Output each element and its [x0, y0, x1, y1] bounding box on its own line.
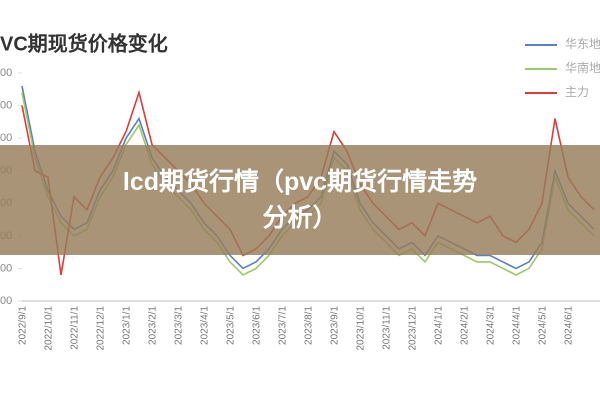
legend-label: 主力 [565, 85, 589, 99]
x-tick-label: 2023/3/1 [174, 306, 185, 345]
x-tick-label: 2022/9/1 [18, 306, 29, 345]
x-tick-label: 2024/1/1 [434, 306, 445, 345]
banner: lcd期货行情（pvc期货行情走势 分析） [0, 145, 600, 255]
x-tick-label: 2023/8/1 [304, 306, 315, 345]
y-tick-label: 00 [0, 132, 12, 144]
x-tick-label: 2023/6/1 [252, 306, 263, 345]
x-tick-label: 2023/12/1 [408, 306, 419, 351]
x-tick-label: 2023/9/1 [330, 306, 341, 345]
x-tick-label: 2023/7/1 [278, 306, 289, 345]
x-tick-label: 2023/5/1 [226, 306, 237, 345]
x-tick-label: 2024/5/1 [538, 306, 549, 345]
x-tick-label: 2023/11/1 [382, 306, 393, 350]
chart-title: VC期现货价格变化 [0, 31, 168, 55]
x-tick-label: 2024/3/1 [486, 306, 497, 345]
y-tick-label: 00 [0, 295, 12, 307]
x-tick-label: 2022/10/1 [44, 306, 55, 351]
x-tick-label: 2022/11/1 [70, 306, 81, 350]
x-tick-label: 2023/2/1 [148, 306, 159, 345]
x-tick-label: 2024/2/1 [460, 306, 471, 345]
banner-line: 分析） [262, 204, 338, 232]
x-tick-label: 2022/12/1 [96, 306, 107, 351]
x-tick-label: 2023/10/1 [356, 306, 367, 351]
x-tick-label: 2024/6/1 [564, 306, 575, 345]
legend-label: 华南地 [565, 60, 600, 75]
y-tick-label: 00 [0, 262, 12, 274]
legend-label: 华东地 [565, 37, 600, 51]
y-tick-label: 00 [0, 67, 12, 79]
x-tick-label: 2023/4/1 [200, 306, 211, 345]
banner-line: lcd期货行情（pvc期货行情走势 [122, 168, 478, 196]
x-tick-label: 2024/4/1 [512, 306, 523, 345]
y-tick-label: 00 [0, 99, 12, 111]
x-tick-label: 2023/1/1 [122, 306, 133, 345]
